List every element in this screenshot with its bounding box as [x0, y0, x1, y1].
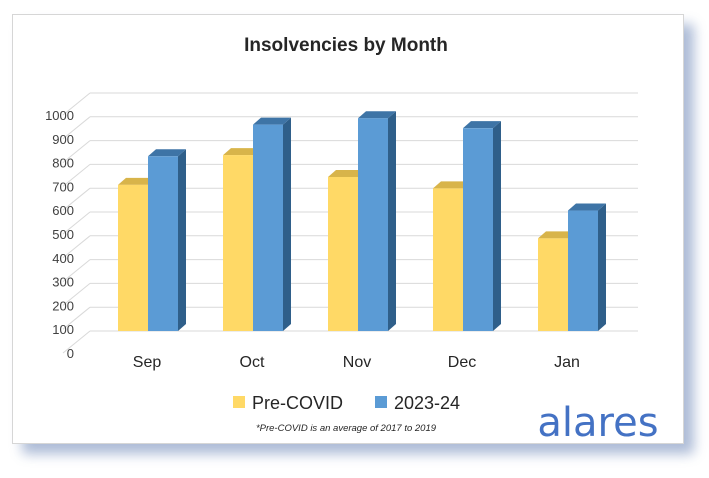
y-tick-label: 700	[52, 179, 74, 194]
gridline-diagonal	[62, 164, 91, 187]
gridline-diagonal	[62, 187, 91, 211]
bar-side-2023-24	[493, 121, 501, 331]
bar-2023-24-dec	[463, 128, 493, 331]
bar-pre-covid-nov	[328, 176, 358, 331]
bar-pre-covid-jan	[538, 238, 568, 331]
bar-top-2023-24	[568, 203, 606, 211]
legend-label-pre-covid: Pre-COVID	[252, 393, 343, 413]
bar-top-2023-24	[358, 111, 396, 119]
bar-top-2023-24	[253, 117, 291, 125]
bar-top-pre-covid	[538, 231, 576, 239]
bar-top-pre-covid	[328, 169, 366, 177]
legend-swatch-pre-covid	[233, 396, 245, 408]
legend-label-2023-24: 2023-24	[394, 393, 460, 413]
bar-2023-24-sep	[148, 156, 178, 331]
gridline-diagonal	[62, 116, 91, 140]
bar-side-2023-24	[388, 111, 396, 331]
legend: Pre-COVID 2023-24	[233, 393, 460, 413]
bar-top-2023-24	[463, 121, 501, 129]
y-tick-label: 200	[52, 298, 74, 313]
bar-pre-covid-dec	[433, 188, 463, 331]
x-category-label: Oct	[240, 354, 265, 371]
gridline-diagonal	[62, 211, 91, 235]
gridline-diagonal	[62, 92, 91, 116]
bar-top-pre-covid	[118, 177, 156, 185]
bar-side-2023-24	[283, 117, 291, 331]
gridline-diagonal	[62, 140, 91, 163]
chart-title: Insolvencies by Month	[244, 35, 448, 56]
y-tick-label: 900	[52, 132, 74, 147]
bar-side-2023-24	[598, 203, 606, 331]
legend-swatch-2023-24	[375, 396, 387, 408]
y-tick-label: 800	[52, 156, 74, 171]
footnote: *Pre-COVID is an average of 2017 to 2019	[256, 423, 437, 434]
gridline-diagonal	[62, 306, 91, 330]
y-tick-label: 300	[52, 275, 74, 290]
bar-side-2023-24	[178, 149, 186, 331]
y-tick-label: 100	[52, 322, 74, 337]
bar-layer	[118, 111, 606, 331]
gridline-diagonal	[62, 235, 91, 259]
y-tick-label: 1000	[45, 108, 74, 123]
bar-top-2023-24	[148, 149, 186, 157]
x-axis-categories: Sep Oct Nov Dec Jan	[133, 354, 580, 371]
y-axis-ticks: 0 100 200 300 400 500 600 700 800 900 1000	[45, 108, 74, 361]
x-category-label: Jan	[554, 354, 580, 371]
bar-pre-covid-oct	[223, 155, 253, 331]
y-tick-label: 0	[67, 346, 74, 361]
x-category-label: Dec	[448, 354, 476, 371]
gridline-diagonal	[62, 259, 91, 282]
bar-2023-24-oct	[253, 124, 283, 331]
gridline-diagonal	[62, 283, 91, 306]
bar-2023-24-nov	[358, 118, 388, 331]
bar-pre-covid-sep	[118, 184, 148, 331]
y-tick-label: 600	[52, 203, 74, 218]
alares-logo: alares	[537, 400, 658, 446]
bar-top-pre-covid	[223, 148, 261, 156]
y-tick-label: 500	[52, 227, 74, 242]
bar-top-pre-covid	[433, 181, 471, 189]
x-category-label: Nov	[343, 354, 371, 371]
x-category-label: Sep	[133, 354, 162, 371]
y-tick-label: 400	[52, 251, 74, 266]
gridline-diagonal	[62, 330, 91, 354]
bar-2023-24-jan	[568, 210, 598, 331]
